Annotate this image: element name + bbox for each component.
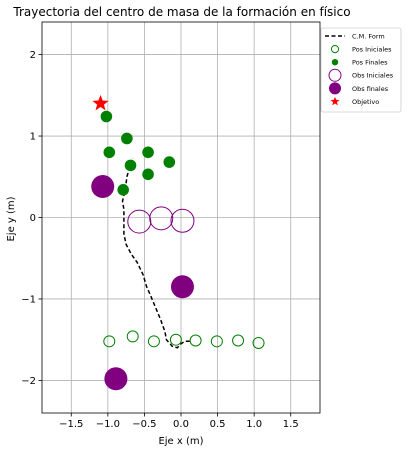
y-axis-label: Eje y (m)	[6, 196, 17, 241]
pos-final-point	[142, 146, 154, 159]
pos-final-point	[103, 146, 116, 159]
legend-marker-filled	[329, 82, 341, 95]
axis-ticks: −1.5 −1.0 −0.5 0.0 0.5 1.0 1.5 −2 −1 0 1 2	[21, 50, 298, 430]
legend-label: Pos Finales	[352, 59, 388, 67]
legend-marker-star	[330, 96, 340, 106]
objetivo-star	[92, 94, 109, 111]
pos-final-point	[121, 132, 133, 145]
x-tick-label: −0.5	[132, 419, 156, 430]
pos-initial-point	[210, 335, 223, 348]
legend-marker-hollow	[330, 45, 340, 54]
cm-trajectory-line	[121, 157, 190, 349]
pos-initial-point	[189, 334, 202, 347]
y-tick-label: 1	[30, 132, 36, 143]
y-tick-label: 2	[30, 50, 36, 61]
pos-initial-point	[169, 333, 182, 346]
pos-final-point	[117, 184, 130, 196]
pos-initial-point	[126, 330, 139, 343]
legend-label: Obs finales	[352, 85, 389, 93]
pos-initial-point	[147, 335, 160, 348]
x-axis-label: Eje x (m)	[158, 436, 203, 447]
pos-initial-point	[103, 335, 116, 348]
pos-final-point	[142, 168, 154, 181]
obs-final-point	[91, 175, 115, 199]
x-tick-label: 1.5	[283, 419, 299, 430]
legend-label: Pos Iniciales	[352, 46, 392, 54]
chart-title: Trayectoria del centro de masa de la for…	[12, 5, 350, 19]
x-tick-label: −1.0	[96, 419, 120, 430]
legend-label: Obs Iniciales	[352, 72, 394, 80]
y-tick-label: 0	[30, 213, 36, 224]
obs-final-point	[170, 275, 194, 299]
data-layer	[91, 94, 265, 391]
legend-box	[320, 27, 402, 113]
y-tick-label: −2	[21, 376, 36, 387]
pos-final-point	[163, 156, 176, 168]
x-tick-label: 1.0	[246, 419, 262, 430]
x-tick-label: 0.0	[173, 419, 189, 430]
obs-final-point	[104, 367, 128, 391]
obs-initial-point	[127, 209, 152, 234]
pos-initial-point	[252, 336, 265, 349]
pos-final-point	[100, 110, 113, 123]
pos-final-point	[124, 159, 137, 172]
legend-marker-filled	[331, 59, 339, 66]
legend-marker-hollow	[328, 68, 342, 82]
grid-lines	[42, 22, 320, 413]
obs-initial-point	[149, 206, 174, 231]
y-tick-label: −1	[21, 294, 36, 305]
obs-initial-point	[170, 208, 195, 233]
legend-label: C.M. Form	[352, 32, 385, 40]
pos-initial-point	[232, 334, 245, 347]
x-tick-label: 0.5	[210, 419, 226, 430]
legend: C.M. Form Pos Iniciales Pos Finales Obs Ini…	[320, 27, 402, 113]
x-tick-label: −1.5	[59, 419, 83, 430]
legend-label: Objetivo	[352, 98, 379, 106]
